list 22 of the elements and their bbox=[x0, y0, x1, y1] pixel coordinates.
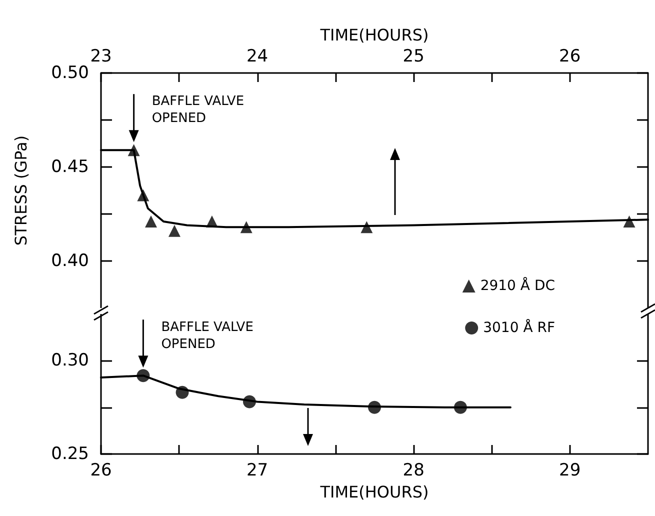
x-tick-label: 24 bbox=[246, 46, 268, 66]
y-tick-label: 0.25 bbox=[51, 444, 89, 464]
legend-label: 2910 Å DC bbox=[480, 277, 556, 294]
x-axis-title: TIME(HOURS) bbox=[319, 482, 429, 502]
annotation: BAFFLE VALVE OPENED bbox=[161, 318, 254, 353]
y-axis-title: STRESS (GPa) bbox=[12, 135, 30, 246]
annotation: BAFFLE VALVE OPENED bbox=[152, 93, 246, 128]
x-tick-label: 26 bbox=[559, 46, 581, 66]
point bbox=[145, 216, 158, 228]
x-tick-label: 23 bbox=[90, 46, 112, 66]
y-tick-label: 0.30 bbox=[51, 350, 89, 371]
x-tick-label: 26 bbox=[90, 460, 112, 480]
x-axis-title: TIME(HOURS) bbox=[319, 26, 429, 44]
x-tick-label: 29 bbox=[559, 460, 581, 480]
x-tick-label: 27 bbox=[246, 460, 268, 480]
legend-label: 3010 Å RF bbox=[483, 319, 556, 336]
y-tick-label: 0.50 bbox=[51, 63, 89, 83]
point bbox=[168, 224, 180, 237]
x-tick-label: 28 bbox=[402, 460, 424, 480]
y-tick-label: 0.45 bbox=[51, 157, 89, 177]
y-tick-label: 0.40 bbox=[51, 251, 89, 271]
x-tick-label: 25 bbox=[402, 46, 424, 66]
